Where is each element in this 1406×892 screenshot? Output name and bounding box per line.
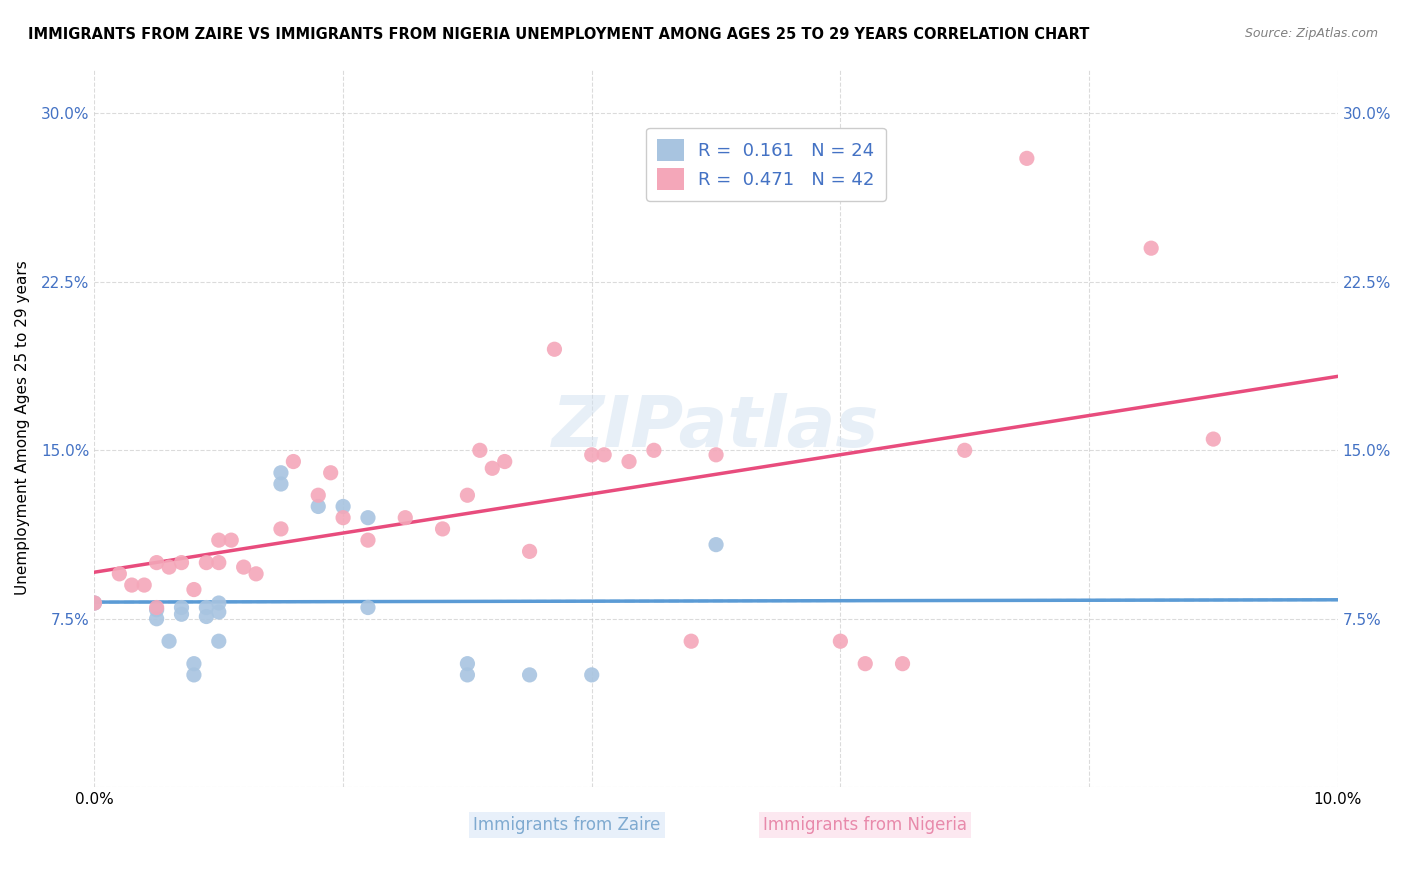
Text: Immigrants from Zaire: Immigrants from Zaire: [474, 816, 661, 834]
Point: [170, 556, 193, 570]
Point: [332, 510, 354, 524]
Point: [519, 668, 541, 682]
Point: [593, 448, 616, 462]
Point: [145, 612, 167, 626]
Point: [157, 634, 180, 648]
Point: [853, 657, 876, 671]
Point: [208, 596, 231, 610]
Point: [307, 500, 329, 514]
Point: [195, 600, 218, 615]
Point: [208, 605, 231, 619]
Point: [357, 600, 380, 615]
Point: [245, 566, 267, 581]
Point: [704, 448, 727, 462]
Point: [481, 461, 503, 475]
Point: [357, 533, 380, 548]
Point: [681, 634, 703, 648]
Point: [183, 657, 205, 671]
Point: [83, 596, 105, 610]
Point: [432, 522, 454, 536]
Point: [145, 603, 167, 617]
Point: [208, 556, 231, 570]
Point: [219, 533, 242, 548]
Point: [643, 443, 665, 458]
Point: [456, 488, 478, 502]
Point: [704, 538, 727, 552]
Point: [208, 634, 231, 648]
Point: [581, 448, 603, 462]
Point: [891, 657, 914, 671]
Point: [1015, 152, 1038, 166]
Point: [519, 544, 541, 558]
Point: [332, 500, 354, 514]
Point: [1202, 432, 1225, 446]
Point: [494, 454, 516, 468]
Point: [394, 510, 416, 524]
Legend: R =  0.161   N = 24, R =  0.471   N = 42: R = 0.161 N = 24, R = 0.471 N = 42: [645, 128, 886, 201]
Text: Immigrants from Nigeria: Immigrants from Nigeria: [763, 816, 967, 834]
Text: ZIPatlas: ZIPatlas: [553, 393, 880, 462]
Point: [319, 466, 342, 480]
Point: [183, 582, 205, 597]
Point: [145, 556, 167, 570]
Point: [307, 488, 329, 502]
Point: [953, 443, 976, 458]
Point: [581, 668, 603, 682]
Y-axis label: Unemployment Among Ages 25 to 29 years: Unemployment Among Ages 25 to 29 years: [15, 260, 30, 595]
Point: [1140, 241, 1163, 255]
Point: [543, 343, 565, 357]
Point: [456, 668, 478, 682]
Point: [468, 443, 491, 458]
Text: IMMIGRANTS FROM ZAIRE VS IMMIGRANTS FROM NIGERIA UNEMPLOYMENT AMONG AGES 25 TO 2: IMMIGRANTS FROM ZAIRE VS IMMIGRANTS FROM…: [28, 27, 1090, 42]
Point: [283, 454, 305, 468]
Point: [208, 533, 231, 548]
Point: [232, 560, 254, 574]
Point: [195, 609, 218, 624]
Point: [121, 578, 143, 592]
Point: [357, 510, 380, 524]
Point: [108, 566, 131, 581]
Point: [145, 600, 167, 615]
Point: [830, 634, 852, 648]
Point: [183, 668, 205, 682]
Point: [270, 466, 292, 480]
Point: [456, 657, 478, 671]
Point: [170, 600, 193, 615]
Point: [83, 596, 105, 610]
Point: [157, 560, 180, 574]
Text: Source: ZipAtlas.com: Source: ZipAtlas.com: [1244, 27, 1378, 40]
Point: [270, 477, 292, 491]
Point: [134, 578, 156, 592]
Point: [195, 556, 218, 570]
Point: [270, 522, 292, 536]
Point: [617, 454, 640, 468]
Point: [170, 607, 193, 622]
